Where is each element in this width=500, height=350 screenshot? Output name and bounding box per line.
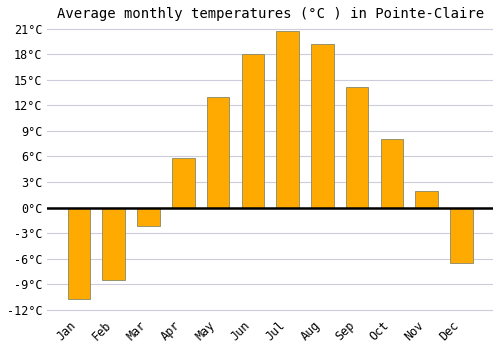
Bar [311, 44, 334, 208]
Bar [68, 208, 90, 299]
Bar [380, 139, 404, 208]
Title: Average monthly temperatures (°C ) in Pointe-Claire: Average monthly temperatures (°C ) in Po… [56, 7, 484, 21]
Bar [242, 54, 264, 208]
Bar [276, 30, 299, 208]
Bar [137, 208, 160, 226]
Bar [416, 190, 438, 208]
Bar [346, 87, 368, 208]
Bar [102, 208, 125, 280]
Bar [450, 208, 473, 263]
Bar [172, 158, 195, 208]
Bar [207, 97, 230, 208]
